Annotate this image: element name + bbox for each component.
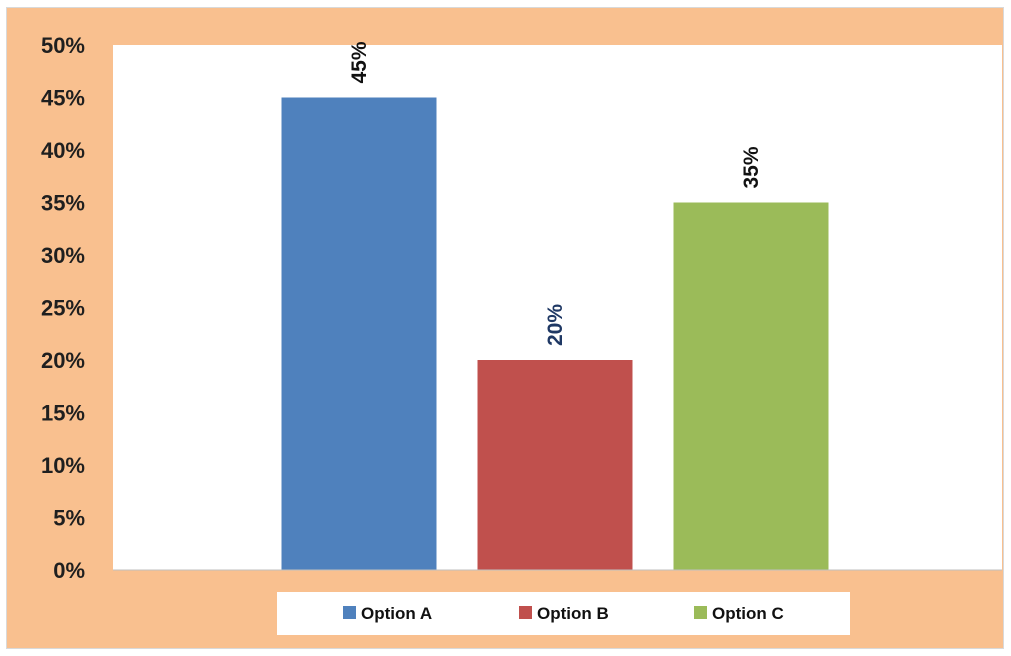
bar-chart: 0% 5% 10% 15% 20% 25% 30% 35% 40% 45% 50% 45% 20% 35…	[41, 33, 1002, 635]
y-tick-label: 20%	[41, 348, 85, 373]
legend-box	[277, 592, 850, 635]
legend: Option A Option B Option C	[277, 592, 850, 635]
y-tick-label: 5%	[53, 506, 85, 531]
y-tick-label: 45%	[41, 86, 85, 111]
y-axis-tick-labels: 0% 5% 10% 15% 20% 25% 30% 35% 40% 45% 50%	[41, 33, 85, 583]
legend-swatch	[343, 606, 356, 619]
y-tick-label: 35%	[41, 191, 85, 216]
bar-option-c	[673, 202, 829, 570]
legend-label: Option B	[537, 604, 609, 623]
bar-option-a	[281, 97, 437, 570]
legend-label: Option A	[361, 604, 432, 623]
bar-option-b	[477, 360, 633, 570]
data-labels: 45% 20% 35%	[348, 41, 763, 346]
legend-swatch	[694, 606, 707, 619]
y-tick-label: 30%	[41, 243, 85, 268]
data-label: 35%	[740, 146, 763, 188]
bars	[281, 97, 829, 570]
data-label: 20%	[544, 304, 567, 346]
y-tick-label: 25%	[41, 296, 85, 321]
y-tick-label: 15%	[41, 401, 85, 426]
legend-swatch	[519, 606, 532, 619]
y-tick-label: 10%	[41, 453, 85, 478]
legend-label: Option C	[712, 604, 784, 623]
y-tick-label: 40%	[41, 138, 85, 163]
chart-frame: 0% 5% 10% 15% 20% 25% 30% 35% 40% 45% 50% 45% 20% 35…	[6, 7, 1004, 649]
y-tick-label: 0%	[53, 558, 85, 583]
data-label: 45%	[348, 41, 371, 83]
y-tick-label: 50%	[41, 33, 85, 58]
